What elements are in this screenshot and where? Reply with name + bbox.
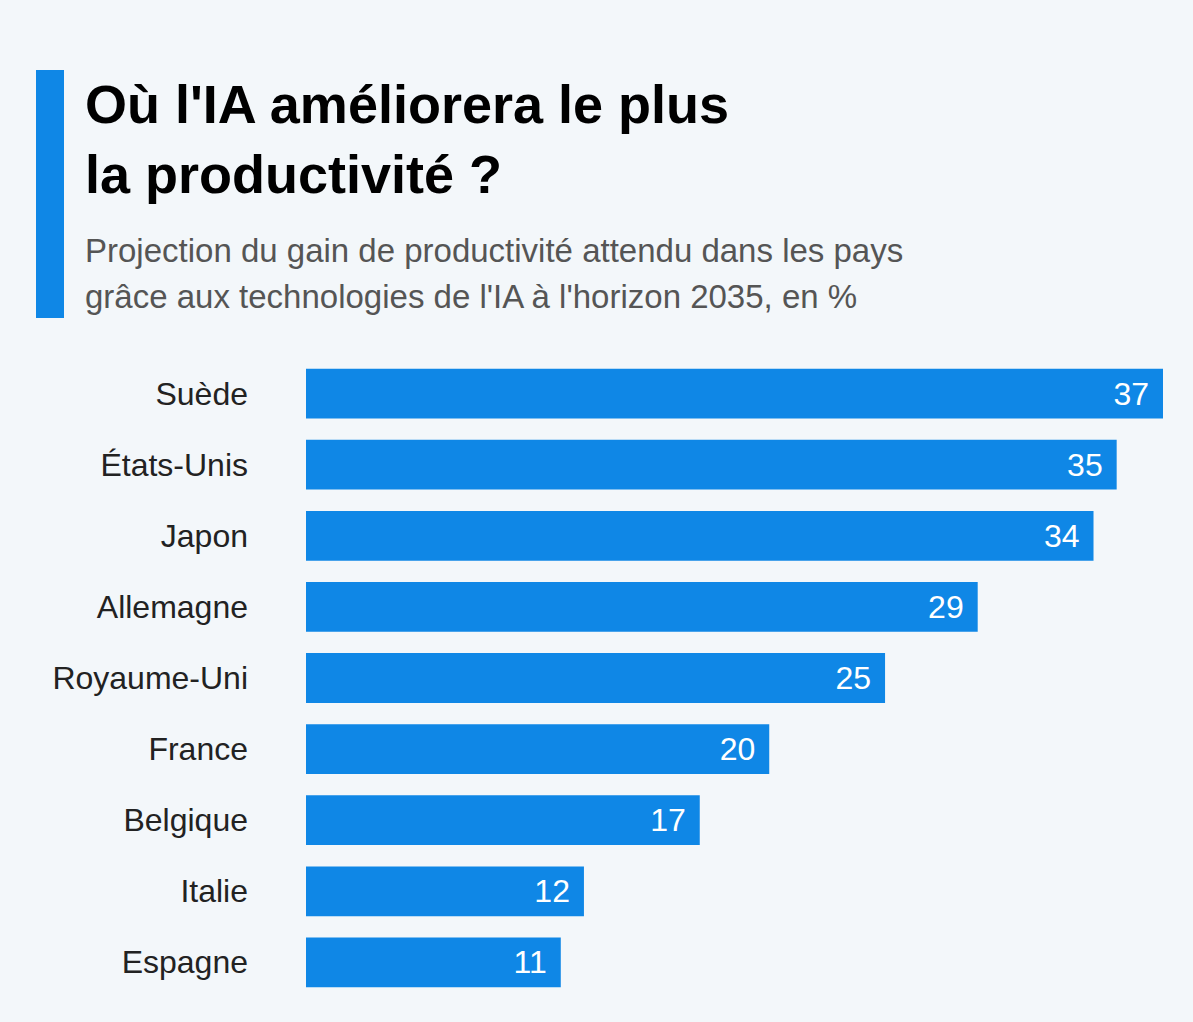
svg-text:Où l'IA améliorera le plus: Où l'IA améliorera le plus xyxy=(85,74,729,134)
svg-text:Japon: Japon xyxy=(161,518,248,554)
svg-text:37: 37 xyxy=(1113,376,1149,412)
svg-text:Suède: Suède xyxy=(155,376,248,412)
svg-text:11: 11 xyxy=(514,944,547,980)
svg-text:29: 29 xyxy=(928,589,964,625)
svg-text:Allemagne: Allemagne xyxy=(97,589,248,625)
svg-text:20: 20 xyxy=(720,731,756,767)
svg-text:Italie: Italie xyxy=(180,873,248,909)
svg-text:la productivité ?: la productivité ? xyxy=(85,144,502,204)
svg-text:France: France xyxy=(148,731,248,767)
svg-text:États-Unis: États-Unis xyxy=(100,447,248,483)
svg-text:Belgique: Belgique xyxy=(123,802,248,838)
svg-text:grâce aux technologies de l'IA: grâce aux technologies de l'IA à l'horiz… xyxy=(85,278,857,315)
svg-text:34: 34 xyxy=(1044,518,1080,554)
svg-text:Espagne: Espagne xyxy=(122,944,248,980)
svg-text:12: 12 xyxy=(534,873,570,909)
svg-text:35: 35 xyxy=(1067,447,1103,483)
svg-text:Royaume-Uni: Royaume-Uni xyxy=(52,660,248,696)
svg-text:17: 17 xyxy=(650,802,686,838)
svg-text:Projection du gain de producti: Projection du gain de productivité atten… xyxy=(85,232,903,269)
svg-text:25: 25 xyxy=(835,660,871,696)
